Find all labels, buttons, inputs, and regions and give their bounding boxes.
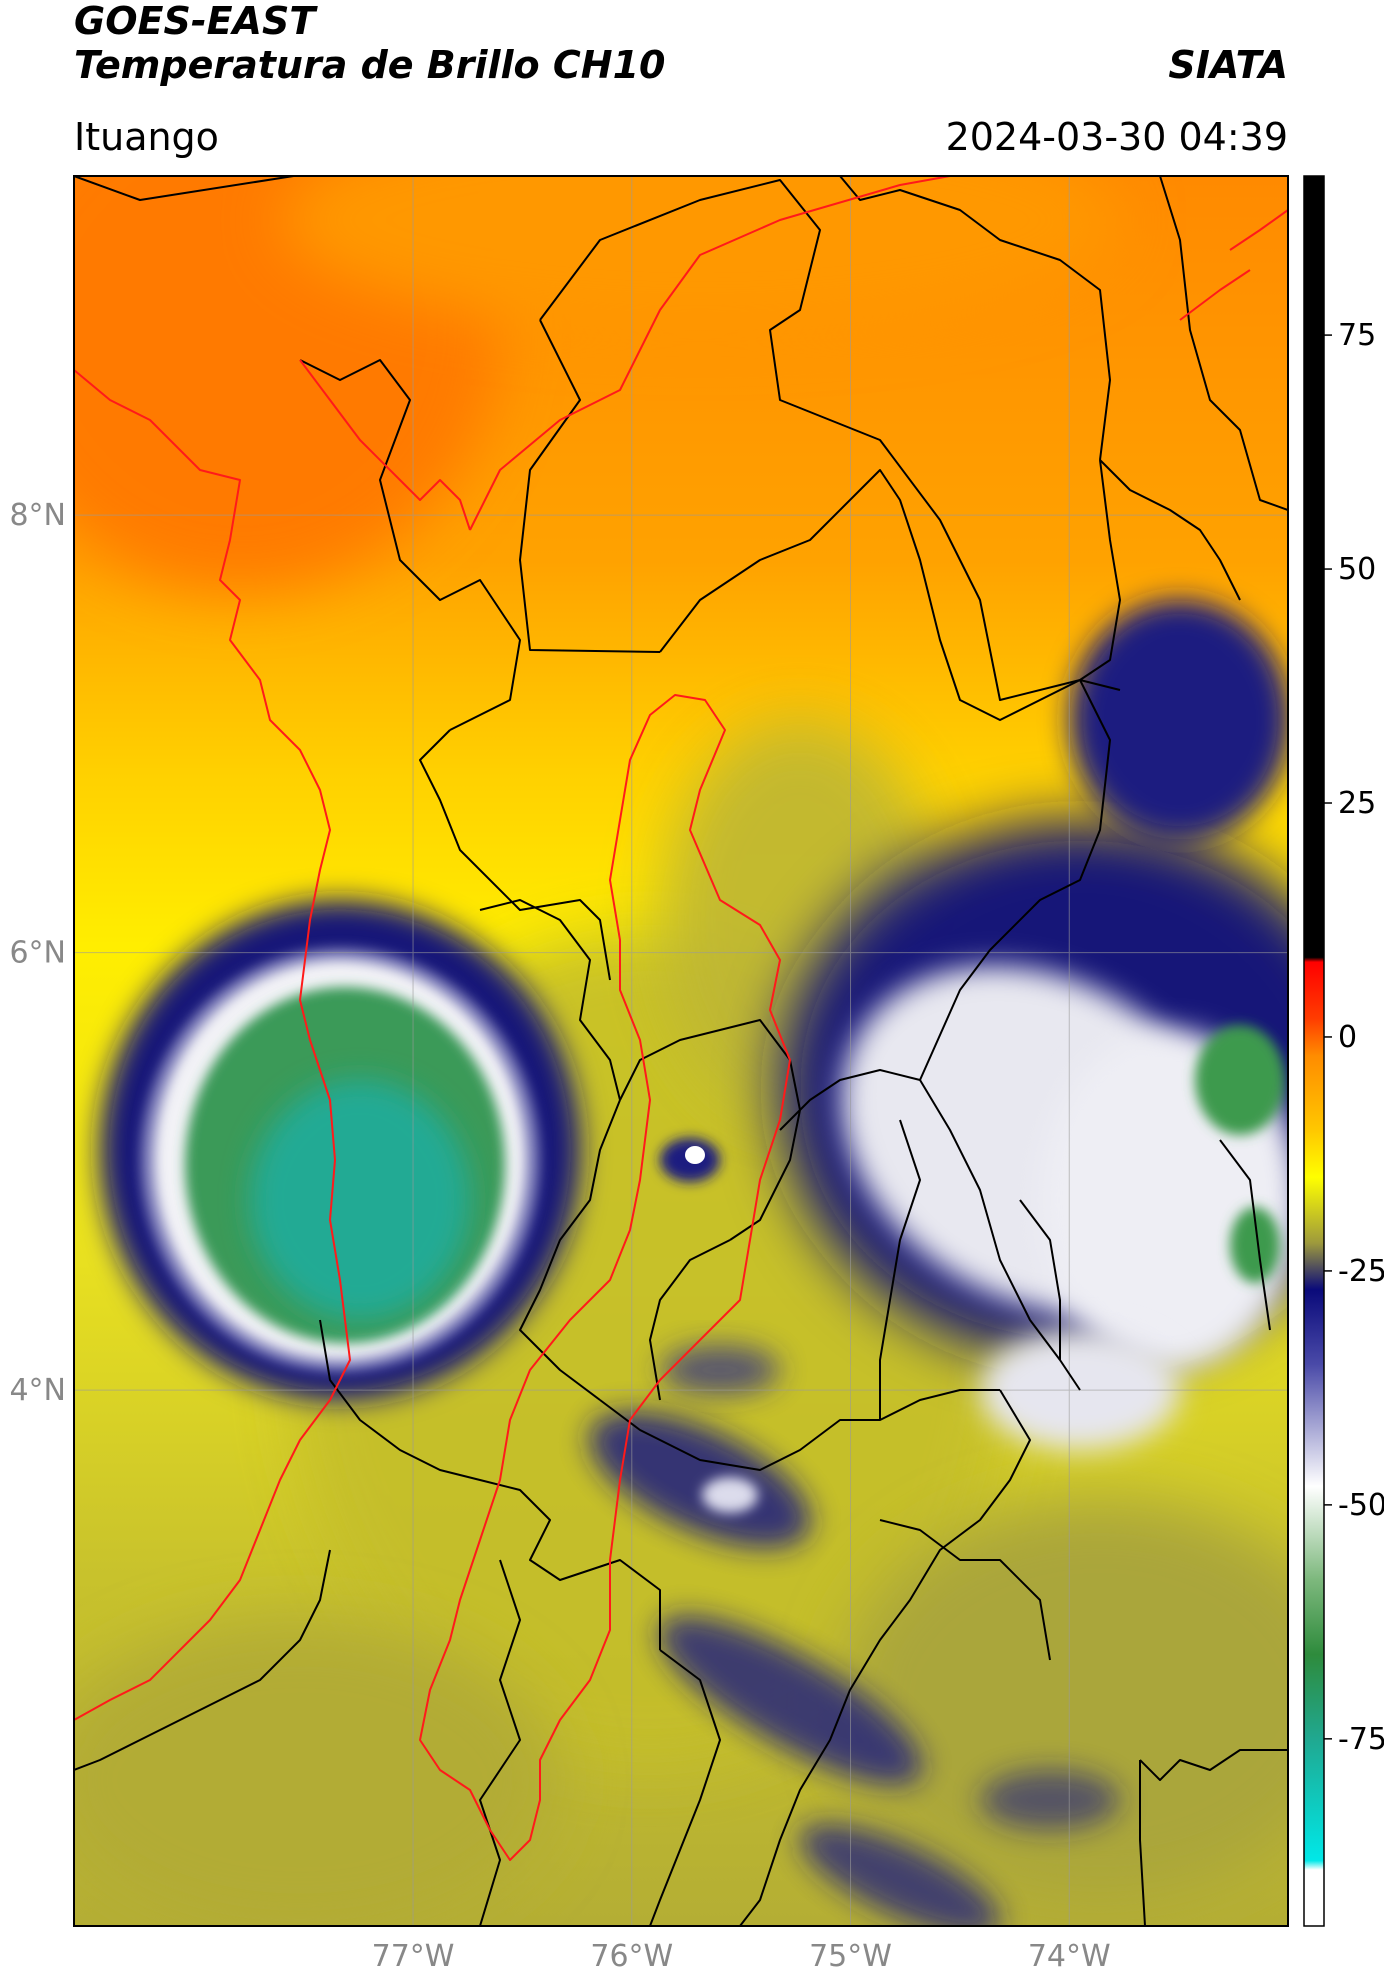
- lat-tick-label: 6°N: [9, 936, 66, 971]
- title-satellite: GOES-EAST: [74, 0, 316, 43]
- timestamp-label: 2024-03-30 04:39: [945, 115, 1288, 159]
- satellite-imagery: [74, 176, 1288, 1926]
- lat-tick-label: 4°N: [9, 1373, 66, 1408]
- title-product: Temperatura de Brillo CH10: [74, 43, 666, 87]
- lon-tick-label: 77°W: [372, 1939, 455, 1974]
- colorbar-tick-label: -50: [1338, 1488, 1384, 1523]
- latitude-ticks: 8°N 6°N 4°N: [9, 498, 66, 1408]
- lon-tick-label: 74°W: [1028, 1939, 1111, 1974]
- colorbar-tick-label: 0: [1338, 1020, 1357, 1055]
- state-border-lines: [74, 176, 1288, 1926]
- gridlines: [74, 176, 1288, 1926]
- location-label: Ituango: [74, 115, 219, 159]
- colorbar-tick-label: 50: [1338, 552, 1376, 587]
- basin-outline: [419, 694, 791, 1861]
- colorbar-tick-label: 25: [1338, 786, 1376, 821]
- colorbar-tick-label: -75: [1338, 1722, 1384, 1757]
- colorbar-tick-label: -25: [1338, 1254, 1384, 1289]
- lon-tick-label: 76°W: [590, 1939, 673, 1974]
- colorbar-tick-label: 75: [1338, 318, 1376, 353]
- colorbar-gradient: [1303, 175, 1325, 1927]
- colorbar: 75 50 25 0 -25 -50 -75: [1303, 175, 1384, 1927]
- coastline: [74, 176, 1288, 1721]
- agency-label: SIATA: [1168, 43, 1288, 87]
- longitude-ticks: 77°W 76°W 75°W 74°W: [372, 1939, 1111, 1974]
- map-frame: [73, 175, 1289, 1927]
- colorbar-ticks: 75 50 25 0 -25 -50 -75: [1324, 318, 1384, 1757]
- lon-tick-label: 75°W: [809, 1939, 892, 1974]
- lat-tick-label: 8°N: [9, 498, 66, 533]
